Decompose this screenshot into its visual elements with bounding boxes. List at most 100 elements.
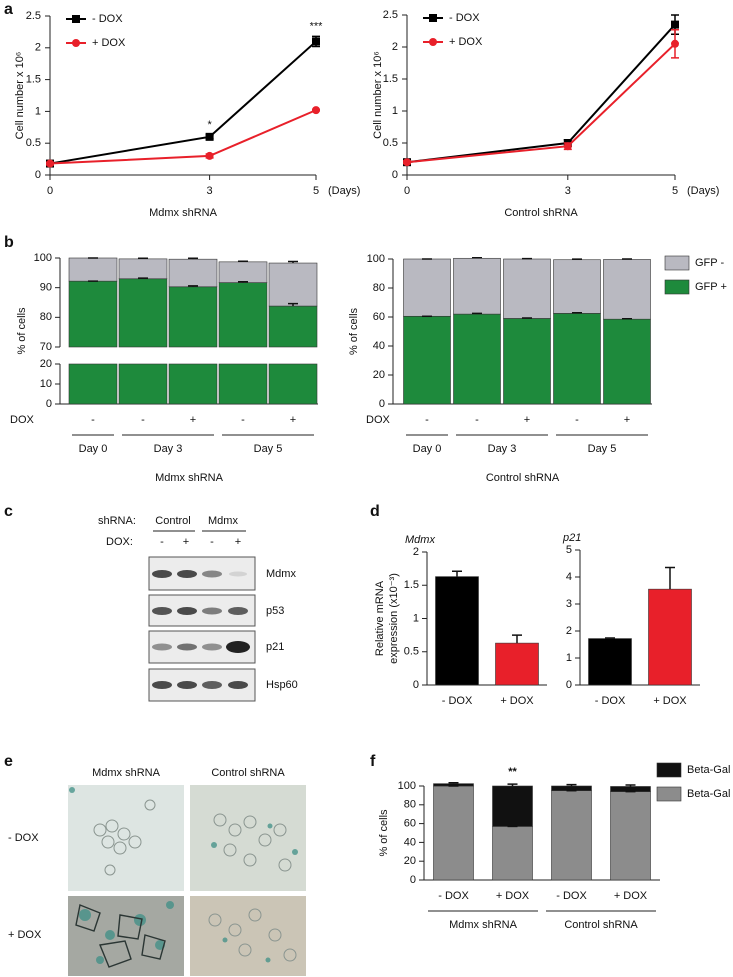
line	[406, 23, 676, 164]
bar	[403, 258, 451, 317]
bar	[603, 259, 651, 320]
error-bar	[448, 781, 459, 784]
error-bar	[665, 566, 675, 590]
bar	[503, 258, 551, 319]
panel-label: b	[4, 234, 14, 251]
band	[229, 571, 247, 577]
y-tick-label: 0	[35, 169, 41, 181]
lane-label: +	[183, 536, 189, 548]
x-tick-label: - DOX	[438, 890, 469, 902]
bar	[218, 282, 268, 348]
x-tick-label: + DOX	[496, 890, 530, 902]
y-tick-label: 20	[373, 369, 385, 381]
marker	[429, 38, 437, 46]
x-tick-label: - DOX	[442, 695, 473, 707]
band	[152, 570, 172, 578]
y-tick-label: 100	[398, 780, 416, 792]
error-bar	[138, 257, 148, 260]
y-tick-label: 1.5	[404, 579, 419, 591]
panel-label: e	[4, 753, 13, 770]
error-bar	[625, 784, 636, 787]
y-tick-label: 100	[367, 253, 385, 265]
error-bar	[605, 637, 615, 639]
error-bar	[507, 783, 518, 786]
error-bar	[452, 570, 462, 577]
western-blot: shRNA: Control Mdmx DOX: - + - +	[98, 515, 298, 702]
group-label: Day 5	[588, 443, 617, 455]
y-tick-label: 80	[40, 311, 52, 323]
band	[202, 681, 222, 689]
y-tick-label: 5	[566, 544, 572, 556]
error-bar	[238, 280, 248, 283]
error-bar	[288, 302, 298, 307]
y-axis-label: expression (x10⁻³)	[388, 573, 400, 664]
y-tick-label: 0.5	[404, 646, 419, 658]
lane-label: +	[235, 536, 241, 548]
x-tick-label: -	[241, 414, 245, 426]
x-tick-label: + DOX	[653, 695, 687, 707]
row-label: + DOX	[8, 929, 42, 941]
y-tick-label: 80	[373, 282, 385, 294]
panel-label: a	[4, 1, 13, 18]
bar	[118, 278, 168, 348]
marker	[429, 14, 437, 22]
y-tick-label: 1	[35, 105, 41, 117]
protein-label: p21	[266, 641, 284, 653]
y-tick-label: 0	[566, 679, 572, 691]
error-bar	[472, 312, 482, 315]
bar	[433, 785, 474, 881]
column-label: Control shRNA	[211, 767, 285, 779]
y-tick-label: 0	[410, 874, 416, 886]
line	[49, 109, 317, 165]
bar	[68, 280, 118, 348]
bar	[168, 258, 218, 288]
x-tick-label: 5	[672, 185, 678, 197]
marker	[205, 151, 214, 160]
y-tick-label: 40	[373, 340, 385, 352]
bar	[553, 313, 601, 405]
x-axis-label: Control shRNA	[486, 472, 560, 484]
x-tick-label: -	[91, 414, 95, 426]
legend-swatch	[656, 786, 682, 802]
annotation: ***	[310, 20, 324, 32]
micrograph	[68, 896, 184, 976]
y-axis-label: % of cells	[348, 307, 360, 355]
y-tick-label: 2.5	[383, 9, 398, 21]
error-bar	[238, 260, 248, 263]
marker	[671, 20, 679, 29]
y-tick-label: 2	[35, 42, 41, 54]
bar	[603, 318, 651, 405]
y-axis-label: Cell number x 10⁶	[372, 51, 384, 139]
legend-label: + DOX	[92, 37, 126, 49]
band	[152, 643, 172, 651]
x-unit: (Days)	[328, 185, 360, 197]
cells	[93, 799, 297, 962]
group-label: Day 3	[154, 443, 183, 455]
y-axis-label: % of cells	[378, 809, 390, 857]
x-tick-label: +	[624, 414, 630, 426]
marker	[205, 132, 214, 141]
band	[228, 607, 248, 615]
legend-label: Beta-Gal -	[687, 788, 733, 800]
bar	[68, 257, 118, 282]
row-label: - DOX	[8, 832, 39, 844]
y-tick-label: 4	[566, 571, 572, 583]
bar	[553, 259, 601, 314]
x-unit: (Days)	[687, 185, 719, 197]
bar	[453, 313, 501, 405]
band	[152, 681, 172, 689]
x-axis-label: Control shRNA	[504, 207, 578, 219]
x-tick-label: 0	[404, 185, 410, 197]
error-bar	[288, 260, 298, 264]
error-bar	[572, 312, 582, 314]
y-tick-label: 100	[34, 252, 52, 264]
senescent-cells	[75, 904, 166, 968]
x-tick-label: 3	[565, 185, 571, 197]
band	[152, 607, 172, 615]
annotation: **	[508, 766, 517, 778]
legend-label: + DOX	[449, 36, 483, 48]
lane-label: -	[210, 536, 214, 548]
x-tick-label: 0	[47, 185, 53, 197]
y-axis-label: Cell number x 10⁶	[14, 52, 26, 140]
